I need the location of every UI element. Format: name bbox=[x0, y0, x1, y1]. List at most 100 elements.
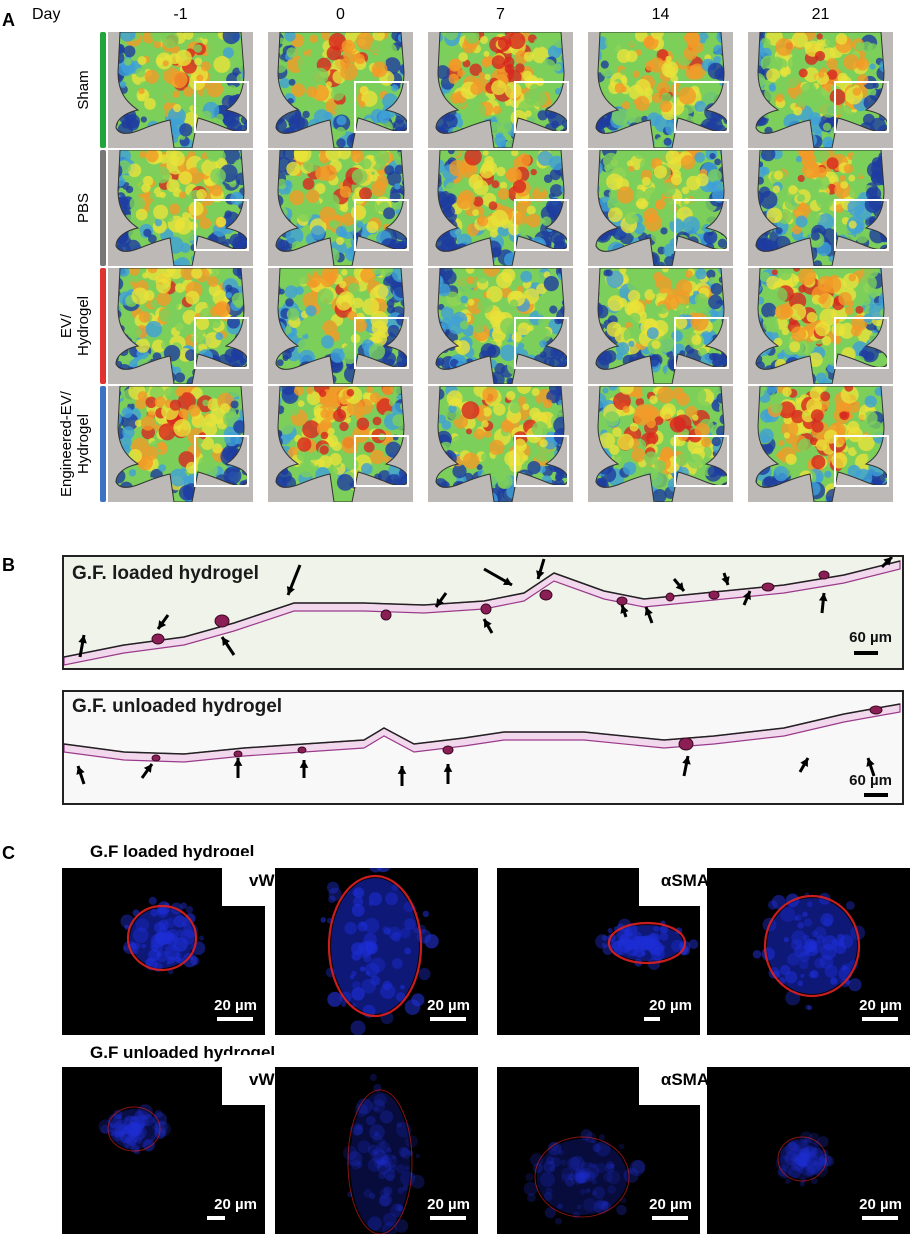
group-label-line: Hydrogel bbox=[75, 295, 92, 357]
panel-letter-c: C bbox=[2, 843, 15, 863]
thermography-image bbox=[428, 32, 573, 148]
roi-box bbox=[674, 317, 729, 369]
day-label: 7 bbox=[496, 6, 505, 23]
roi-box bbox=[834, 199, 889, 251]
fluorescence-micrograph: 20 µm bbox=[707, 868, 910, 1035]
micrograph-scale-bar bbox=[862, 1017, 898, 1021]
arrow-head-icon bbox=[883, 557, 892, 566]
arrow-head-icon bbox=[143, 764, 152, 773]
arrow-head-icon bbox=[484, 619, 492, 628]
roi-box bbox=[194, 317, 249, 369]
group-label: PBS bbox=[75, 150, 92, 266]
micrograph-scale-label: 20 µm bbox=[214, 1196, 257, 1213]
arrow-head-icon bbox=[800, 758, 808, 767]
thermography-image bbox=[748, 150, 893, 266]
blood-vessel bbox=[665, 592, 675, 602]
roi-box bbox=[354, 81, 409, 133]
histology-loaded-scale-bar bbox=[854, 651, 878, 655]
roi-box bbox=[514, 81, 569, 133]
roi-box bbox=[834, 317, 889, 369]
blood-vessel bbox=[442, 745, 454, 755]
group-color-bar bbox=[100, 32, 106, 148]
group-label: Sham bbox=[75, 32, 92, 148]
arrow-head-icon bbox=[721, 576, 730, 585]
micrograph-scale-label: 20 µm bbox=[427, 997, 470, 1014]
arrow-head-icon bbox=[644, 607, 653, 616]
arrow-head-icon bbox=[286, 586, 295, 595]
blood-vessel bbox=[678, 737, 694, 751]
roi-box bbox=[514, 435, 569, 487]
histology-unloaded-scale-label: 60 µm bbox=[849, 772, 892, 789]
arrow-head-icon bbox=[675, 582, 684, 591]
roi-box bbox=[834, 435, 889, 487]
group-color-bar bbox=[100, 150, 106, 266]
roi-box bbox=[194, 81, 249, 133]
group-color-bar bbox=[100, 268, 106, 384]
micrograph-scale-label: 20 µm bbox=[859, 997, 902, 1014]
group-label-line: EV/ bbox=[58, 313, 75, 339]
group-label-line: Hydrogel bbox=[75, 413, 92, 475]
panel-letter-b: B bbox=[2, 555, 15, 575]
micrograph-scale-bar bbox=[644, 1017, 660, 1021]
histology-unloaded-scale-bar bbox=[864, 793, 888, 797]
blood-vessel bbox=[708, 590, 720, 600]
thermography-image bbox=[748, 386, 893, 502]
roi-box bbox=[514, 199, 569, 251]
arrow-head-icon bbox=[158, 620, 167, 629]
thermography-image bbox=[748, 268, 893, 384]
blood-vessel bbox=[869, 705, 883, 715]
fluorescence-micrograph: 20 µm bbox=[707, 1067, 910, 1234]
roi-box bbox=[194, 435, 249, 487]
blood-vessel bbox=[151, 633, 165, 645]
thermography-image bbox=[748, 32, 893, 148]
blood-vessel bbox=[214, 614, 230, 628]
arrow-head-icon bbox=[818, 593, 828, 602]
vessel-wall-signal bbox=[107, 1106, 161, 1152]
blood-vessel bbox=[297, 746, 307, 754]
fluorescence-micrograph: 20 µm bbox=[275, 868, 478, 1035]
micrograph-scale-bar bbox=[862, 1216, 898, 1220]
group-color-bar bbox=[100, 386, 106, 502]
blood-vessel bbox=[233, 750, 243, 758]
vessel-wall-signal bbox=[763, 894, 861, 998]
vessel-wall-signal bbox=[327, 874, 423, 1018]
arrow-head-icon bbox=[866, 758, 875, 767]
roi-box bbox=[354, 317, 409, 369]
day-label: -1 bbox=[173, 6, 188, 23]
group-label-line: PBS bbox=[75, 193, 92, 224]
thermography-image bbox=[588, 150, 733, 266]
day-header: Day bbox=[32, 6, 61, 23]
vessel-wall-signal bbox=[347, 1089, 413, 1234]
blood-vessel bbox=[539, 589, 553, 601]
day-label: 0 bbox=[336, 6, 345, 23]
histology-loaded-title: G.F. loaded hydrogel bbox=[72, 563, 259, 584]
arrow-head-icon bbox=[443, 764, 453, 772]
roi-box bbox=[674, 435, 729, 487]
arrow-head-icon bbox=[76, 766, 85, 775]
roi-box bbox=[194, 199, 249, 251]
thermography-image bbox=[108, 386, 253, 502]
day-label: 14 bbox=[651, 6, 670, 23]
thermography-image bbox=[108, 268, 253, 384]
thermography-image bbox=[588, 268, 733, 384]
vessel-wall-signal bbox=[126, 904, 198, 972]
arrow-head-icon bbox=[536, 570, 545, 579]
micrograph-scale-label: 20 µm bbox=[427, 1196, 470, 1213]
panel-letter-a: A bbox=[2, 10, 15, 30]
histology-unloaded-image bbox=[64, 692, 902, 803]
thermography-image bbox=[268, 32, 413, 148]
thermography-image bbox=[428, 268, 573, 384]
vessel-wall-signal bbox=[534, 1136, 630, 1218]
roi-box bbox=[354, 199, 409, 251]
thermography-image bbox=[428, 386, 573, 502]
blood-vessel bbox=[151, 754, 161, 762]
arrow-head-icon bbox=[397, 766, 407, 774]
roi-box bbox=[514, 317, 569, 369]
thermography-image bbox=[268, 386, 413, 502]
thermography-image bbox=[588, 32, 733, 148]
arrow-head-icon bbox=[503, 577, 512, 585]
histology-unloaded-title: G.F. unloaded hydrogel bbox=[72, 696, 283, 717]
histology-loaded-image bbox=[64, 557, 902, 668]
group-label-line: Engineered-EV/ bbox=[58, 391, 75, 497]
arrow-head-icon bbox=[742, 591, 751, 600]
